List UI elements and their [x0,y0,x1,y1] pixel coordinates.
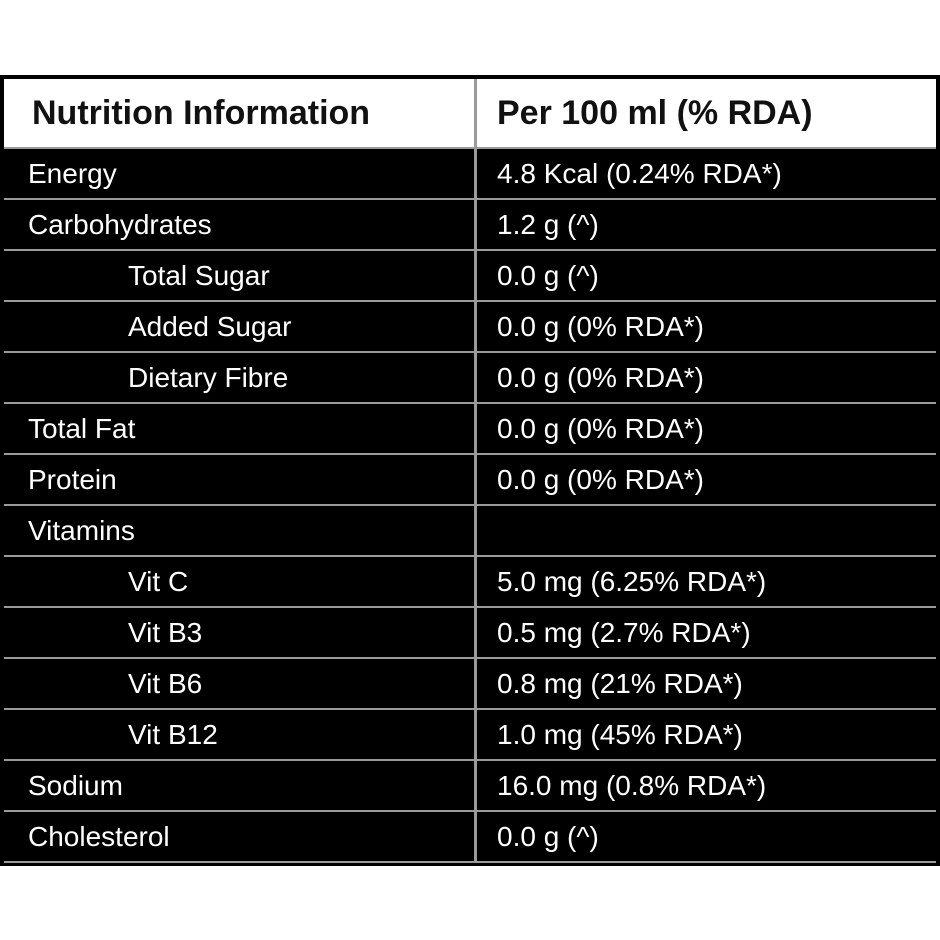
nutrient-value: 0.0 g (^) [477,812,936,861]
nutrient-value: 5.0 mg (6.25% RDA*) [477,557,936,606]
nutrient-label: Vit B12 [4,710,474,759]
nutrient-value: 1.0 mg (45% RDA*) [477,710,936,759]
nutrient-label: Protein [4,455,474,504]
nutrient-value: 16.0 mg (0.8% RDA*) [477,761,936,810]
nutrient-value: 0.0 g (0% RDA*) [477,455,936,504]
nutrient-label: Added Sugar [4,302,474,351]
nutrient-value: 1.2 g (^) [477,200,936,249]
nutrient-value: 0.0 g (0% RDA*) [477,404,936,453]
nutrient-value: 0.8 mg (21% RDA*) [477,659,936,708]
nutrient-label: Total Fat [4,404,474,453]
nutrient-label: Dietary Fibre [4,353,474,402]
nutrient-value: 0.0 g (0% RDA*) [477,353,936,402]
header-cell: Per 100 ml (% RDA) [477,79,936,147]
header-cell: Nutrition Information [4,79,474,147]
nutrient-label: Sodium [4,761,474,810]
nutrient-label: Total Sugar [4,251,474,300]
nutrient-value: 0.0 g (0% RDA*) [477,302,936,351]
nutrient-value: 0.5 mg (2.7% RDA*) [477,608,936,657]
nutrient-value: 4.8 Kcal (0.24% RDA*) [477,149,936,198]
nutrient-label: Vit B3 [4,608,474,657]
nutrient-label: Energy [4,149,474,198]
nutrient-label: Cholesterol [4,812,474,861]
nutrient-label: Vit C [4,557,474,606]
nutrient-label: Carbohydrates [4,200,474,249]
nutrient-value [477,506,936,555]
nutrient-value: 0.0 g (^) [477,251,936,300]
nutrient-label: Vitamins [4,506,474,555]
table-grid: Nutrition Information Per 100 ml (% RDA)… [4,79,936,863]
nutrition-table: Nutrition Information Per 100 ml (% RDA)… [0,75,940,866]
nutrient-label: Vit B6 [4,659,474,708]
